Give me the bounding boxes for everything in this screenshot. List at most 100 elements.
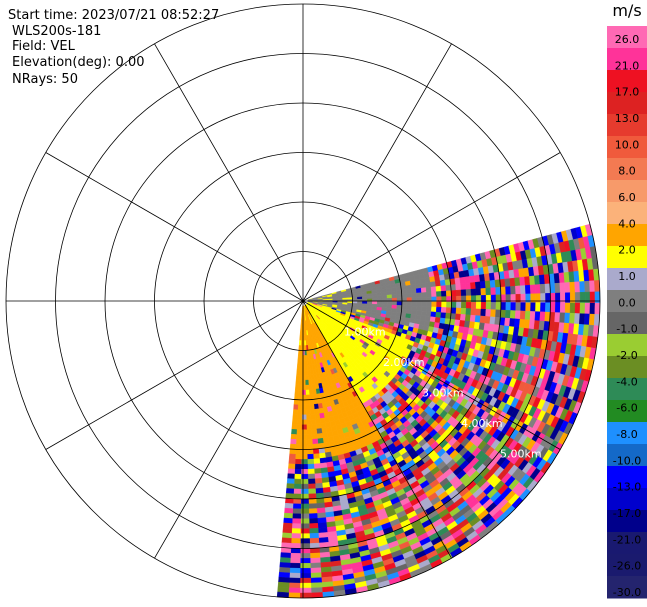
velocity-gate bbox=[294, 459, 302, 465]
velocity-gate bbox=[485, 309, 492, 317]
velocity-gate bbox=[313, 463, 321, 470]
velocity-gate bbox=[293, 478, 302, 485]
velocity-gate bbox=[301, 444, 308, 450]
velocity-gate bbox=[298, 374, 303, 381]
velocity-gate bbox=[298, 350, 301, 356]
colorbar-tick-label: -26.0 bbox=[613, 560, 641, 573]
velocity-gate bbox=[295, 379, 300, 386]
velocity-gate bbox=[295, 454, 302, 460]
velocity-gate bbox=[308, 513, 318, 519]
velocity-gate bbox=[440, 307, 447, 314]
velocity-gate bbox=[301, 439, 308, 445]
velocity-gate bbox=[287, 473, 295, 480]
velocity-gate bbox=[311, 428, 318, 435]
velocity-gate bbox=[366, 295, 373, 300]
velocity-gate bbox=[301, 409, 307, 416]
velocity-gate bbox=[411, 305, 417, 311]
velocity-gate bbox=[314, 482, 323, 489]
velocity-gate bbox=[484, 316, 491, 325]
velocity-gate bbox=[311, 438, 319, 445]
colorbar-tick-label: -30.0 bbox=[613, 586, 641, 599]
colorbar-tick-label: 13.0 bbox=[615, 112, 640, 125]
velocity-gate bbox=[307, 453, 314, 460]
velocity-gate bbox=[301, 449, 308, 455]
velocity-gate bbox=[306, 444, 314, 450]
velocity-gate bbox=[371, 295, 378, 300]
velocity-gate bbox=[500, 302, 507, 311]
velocity-gate bbox=[306, 434, 313, 440]
velocity-gate bbox=[554, 282, 561, 294]
velocity-gate bbox=[289, 562, 301, 569]
header-block: Start time: 2023/07/21 08:52:27 WLS200s-… bbox=[8, 8, 219, 87]
velocity-gate bbox=[381, 301, 388, 306]
velocity-gate bbox=[284, 502, 294, 509]
velocity-gate bbox=[314, 413, 321, 420]
velocity-gate bbox=[489, 279, 496, 289]
velocity-gate bbox=[299, 572, 311, 579]
velocity-gate bbox=[386, 294, 393, 299]
velocity-gate bbox=[480, 288, 487, 296]
colorbar-swatches bbox=[607, 26, 647, 599]
velocity-gate bbox=[434, 280, 442, 287]
velocity-gate bbox=[454, 277, 461, 285]
velocity-gate bbox=[294, 389, 299, 396]
velocity-gate bbox=[319, 417, 326, 424]
colorbar-swatch bbox=[607, 158, 647, 181]
colorbar-tick-label: -10.0 bbox=[613, 454, 641, 467]
velocity-gate bbox=[314, 408, 320, 415]
velocity-gate bbox=[446, 301, 452, 308]
velocity-gate bbox=[470, 288, 477, 296]
velocity-gate bbox=[435, 306, 442, 313]
velocity-gate bbox=[584, 302, 591, 315]
velocity-gate bbox=[426, 291, 432, 298]
velocity-gate bbox=[297, 409, 303, 416]
velocity-gate bbox=[484, 280, 491, 289]
velocity-gate bbox=[479, 315, 486, 324]
velocity-gate bbox=[583, 313, 591, 326]
velocity-gate bbox=[440, 285, 447, 292]
colorbar-swatch bbox=[607, 114, 647, 137]
colorbar-tick-label: 10.0 bbox=[615, 138, 640, 151]
colorbar-swatch bbox=[607, 312, 647, 335]
velocity-gate bbox=[304, 369, 309, 376]
velocity-gate bbox=[309, 404, 315, 410]
velocity-gate bbox=[460, 307, 467, 315]
velocity-gate bbox=[292, 409, 298, 415]
velocity-gate bbox=[287, 468, 295, 475]
velocity-gate bbox=[315, 487, 324, 494]
velocity-gate bbox=[406, 305, 413, 311]
velocity-gate bbox=[450, 307, 457, 315]
velocity-gate bbox=[313, 403, 319, 410]
velocity-gate bbox=[588, 313, 595, 326]
velocity-gate bbox=[315, 423, 322, 430]
colorbar-tick-label: -8.0 bbox=[616, 428, 637, 441]
velocity-gate bbox=[296, 434, 302, 440]
colorbar-swatch bbox=[607, 554, 647, 577]
velocity-gate bbox=[278, 572, 290, 579]
velocity-gate bbox=[461, 301, 467, 309]
velocity-gate bbox=[405, 284, 412, 290]
velocity-gate bbox=[431, 301, 437, 308]
velocity-gate bbox=[308, 384, 313, 391]
velocity-gate bbox=[514, 277, 521, 287]
colorbar-swatch bbox=[607, 70, 647, 93]
colorbar-ticks: 26.0 21.0 17.0 13.0 10.0 8.0 6.0 4.0 2.0 1.0 0.0 -1… bbox=[613, 33, 641, 599]
velocity-gate bbox=[421, 292, 427, 298]
velocity-gate bbox=[529, 284, 536, 295]
velocity-gate bbox=[450, 290, 457, 297]
velocity-gate bbox=[280, 552, 291, 559]
velocity-gate bbox=[297, 404, 303, 411]
velocity-gate bbox=[307, 458, 315, 465]
velocity-gate bbox=[479, 280, 486, 289]
colorbar-swatch bbox=[607, 466, 647, 489]
velocity-gate bbox=[308, 493, 317, 500]
velocity-gate bbox=[295, 444, 302, 450]
velocity-gate bbox=[579, 302, 586, 315]
velocity-gate bbox=[357, 296, 363, 300]
colorbar-tick-label: -17.0 bbox=[613, 507, 641, 520]
velocity-gate bbox=[292, 498, 302, 505]
velocity-gate bbox=[294, 394, 299, 401]
colorbar-tick-label: 8.0 bbox=[618, 165, 636, 178]
velocity-gate bbox=[485, 302, 492, 310]
velocity-gate bbox=[278, 576, 290, 584]
